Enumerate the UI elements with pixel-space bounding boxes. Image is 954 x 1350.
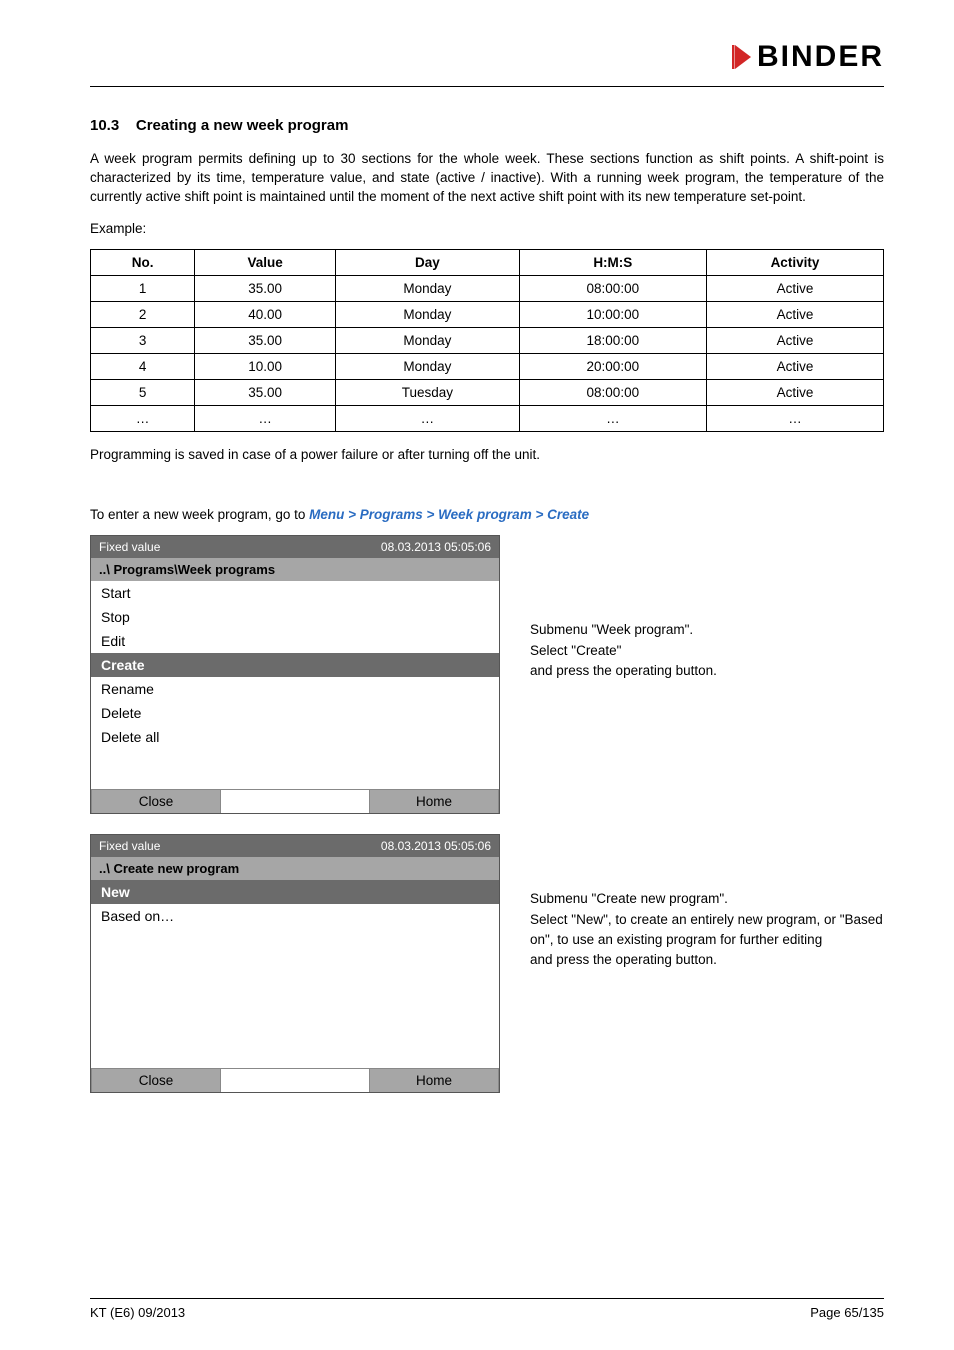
- screen2-title: Fixed value: [99, 839, 160, 853]
- table-cell: 10.00: [195, 354, 336, 380]
- table-cell: Active: [706, 380, 883, 406]
- th-activity: Activity: [706, 250, 883, 276]
- intro-paragraph: A week program permits defining up to 30…: [90, 150, 884, 207]
- table-cell: …: [195, 406, 336, 432]
- screen1-header: Fixed value 08.03.2013 05:05:06: [91, 536, 499, 558]
- screen-week-programs: Fixed value 08.03.2013 05:05:06 ..\ Prog…: [90, 535, 500, 814]
- binder-logo: BINDER: [731, 40, 884, 74]
- table-cell: …: [519, 406, 706, 432]
- table-cell: 10:00:00: [519, 302, 706, 328]
- table-cell: 1: [91, 276, 195, 302]
- side2-line3: and press the operating button.: [530, 950, 884, 970]
- table-cell: Active: [706, 302, 883, 328]
- th-hms: H:M:S: [519, 250, 706, 276]
- screen2-subtitle: ..\ Create new program: [91, 857, 499, 880]
- table-cell: 20:00:00: [519, 354, 706, 380]
- menu-item-stop[interactable]: Stop: [91, 605, 499, 629]
- table-cell: Monday: [335, 276, 519, 302]
- nav-path: Menu > Programs > Week program > Create: [309, 507, 589, 522]
- table-cell: 35.00: [195, 380, 336, 406]
- th-no: No.: [91, 250, 195, 276]
- table-cell: Monday: [335, 328, 519, 354]
- menu-item-based-on-[interactable]: Based on…: [91, 904, 499, 928]
- table-cell: …: [91, 406, 195, 432]
- home-button[interactable]: Home: [369, 790, 499, 813]
- table-row: 535.00Tuesday08:00:00Active: [91, 380, 884, 406]
- screen2-description: Submenu "Create new program". Select "Ne…: [530, 834, 884, 970]
- section-number: 10.3: [90, 117, 119, 134]
- side2-line1: Submenu "Create new program".: [530, 889, 884, 909]
- footer-gap: [221, 790, 369, 813]
- table-cell: Active: [706, 354, 883, 380]
- table-cell: Monday: [335, 354, 519, 380]
- page-footer: KT (E6) 09/2013 Page 65/135: [90, 1298, 884, 1320]
- menu-item-create[interactable]: Create: [91, 653, 499, 677]
- table-row: 335.00Monday18:00:00Active: [91, 328, 884, 354]
- table-cell: 5: [91, 380, 195, 406]
- table-cell: 08:00:00: [519, 276, 706, 302]
- table-cell: 35.00: [195, 328, 336, 354]
- footer-left: KT (E6) 09/2013: [90, 1305, 185, 1320]
- table-cell: …: [335, 406, 519, 432]
- table-row: ……………: [91, 406, 884, 432]
- section-title: 10.3 Creating a new week program: [90, 117, 884, 134]
- screen1-spacer: [91, 749, 499, 789]
- close-button[interactable]: Close: [91, 790, 221, 813]
- nav-instruction: To enter a new week program, go to Menu …: [90, 506, 884, 525]
- menu-item-new[interactable]: New: [91, 880, 499, 904]
- header-rule: [90, 86, 884, 87]
- side2-line2: Select "New", to create an entirely new …: [530, 910, 884, 951]
- example-label: Example:: [90, 220, 884, 239]
- menu-item-edit[interactable]: Edit: [91, 629, 499, 653]
- table-cell: 40.00: [195, 302, 336, 328]
- table-cell: …: [706, 406, 883, 432]
- page-header: BINDER: [90, 40, 884, 82]
- screen2-spacer: [91, 928, 499, 1068]
- logo-text: BINDER: [757, 40, 884, 74]
- table-row: 135.00Monday08:00:00Active: [91, 276, 884, 302]
- side1-line1: Submenu "Week program".: [530, 620, 884, 640]
- table-cell: 35.00: [195, 276, 336, 302]
- menu-item-delete[interactable]: Delete: [91, 701, 499, 725]
- th-day: Day: [335, 250, 519, 276]
- screen1-timestamp: 08.03.2013 05:05:06: [381, 540, 491, 554]
- table-cell: 18:00:00: [519, 328, 706, 354]
- screen1-title: Fixed value: [99, 540, 160, 554]
- table-cell: 4: [91, 354, 195, 380]
- menu-item-rename[interactable]: Rename: [91, 677, 499, 701]
- screen1-footer: Close Home: [91, 789, 499, 813]
- post-table-text: Programming is saved in case of a power …: [90, 446, 884, 465]
- footer-right: Page 65/135: [810, 1305, 884, 1320]
- side1-line3: and press the operating button.: [530, 661, 884, 681]
- table-cell: 08:00:00: [519, 380, 706, 406]
- screen2-header: Fixed value 08.03.2013 05:05:06: [91, 835, 499, 857]
- home-button[interactable]: Home: [369, 1069, 499, 1092]
- th-value: Value: [195, 250, 336, 276]
- table-row: 240.00Monday10:00:00Active: [91, 302, 884, 328]
- screen2-footer: Close Home: [91, 1068, 499, 1092]
- section-heading: Creating a new week program: [136, 117, 349, 134]
- menu-item-delete-all[interactable]: Delete all: [91, 725, 499, 749]
- table-cell: 3: [91, 328, 195, 354]
- table-cell: Tuesday: [335, 380, 519, 406]
- screen1-description: Submenu "Week program". Select "Create" …: [530, 535, 884, 681]
- table-cell: Monday: [335, 302, 519, 328]
- screen-create-new-program: Fixed value 08.03.2013 05:05:06 ..\ Crea…: [90, 834, 500, 1093]
- example-table: No. Value Day H:M:S Activity 135.00Monda…: [90, 249, 884, 432]
- table-cell: 2: [91, 302, 195, 328]
- table-cell: Active: [706, 328, 883, 354]
- nav-prefix: To enter a new week program, go to: [90, 507, 309, 522]
- screen1-subtitle: ..\ Programs\Week programs: [91, 558, 499, 581]
- table-row: 410.00Monday20:00:00Active: [91, 354, 884, 380]
- close-button[interactable]: Close: [91, 1069, 221, 1092]
- screen2-timestamp: 08.03.2013 05:05:06: [381, 839, 491, 853]
- table-cell: Active: [706, 276, 883, 302]
- footer-gap: [221, 1069, 369, 1092]
- menu-item-start[interactable]: Start: [91, 581, 499, 605]
- side1-line2: Select "Create": [530, 641, 884, 661]
